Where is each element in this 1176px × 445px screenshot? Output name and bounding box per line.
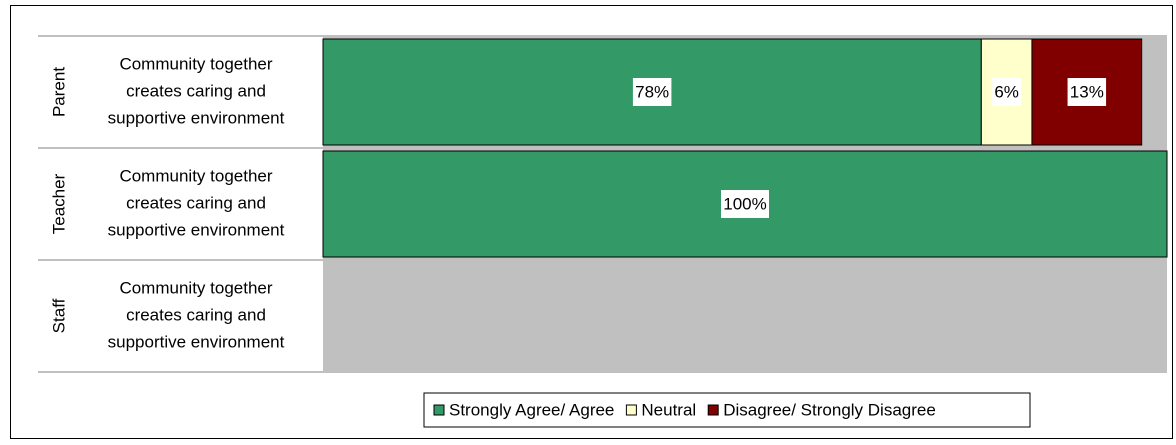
category-label-0-line-0: Community together (119, 54, 272, 73)
group-label-parent: Parent (49, 67, 68, 117)
category-label-1-line-0: Community together (119, 166, 272, 185)
category-label-2-line-2: supportive environment (108, 332, 285, 351)
data-label-bg-parent-2 (1067, 78, 1107, 106)
category-label-0-line-1: creates caring and (126, 81, 266, 100)
group-label-teacher: Teacher (49, 173, 68, 234)
data-label-parent-0: 78% (635, 82, 669, 101)
data-label-bg-parent-0 (632, 78, 672, 106)
legend-label-0: Strongly Agree/ Agree (449, 400, 614, 419)
data-label-bg-teacher-0 (721, 190, 769, 218)
legend-label-2: Disagree/ Strongly Disagree (723, 400, 936, 419)
legend-box (423, 392, 1031, 428)
legend-swatch-0 (433, 404, 445, 416)
category-label-2-line-1: creates caring and (126, 305, 266, 324)
category-label-1-line-1: creates caring and (126, 193, 266, 212)
data-label-parent-1: 6% (994, 82, 1019, 101)
data-label-parent-2: 13% (1070, 82, 1104, 101)
category-label-1-line-2: supportive environment (108, 220, 285, 239)
legend-swatch-2 (707, 404, 719, 416)
group-label-staff: Staff (49, 298, 68, 333)
category-label-0-line-2: supportive environment (108, 108, 285, 127)
data-label-teacher-0: 100% (723, 194, 766, 213)
legend-label-1: Neutral (641, 400, 696, 419)
category-label-2-line-0: Community together (119, 278, 272, 297)
legend-swatch-1 (625, 404, 637, 416)
data-label-bg-parent-1 (992, 78, 1022, 106)
